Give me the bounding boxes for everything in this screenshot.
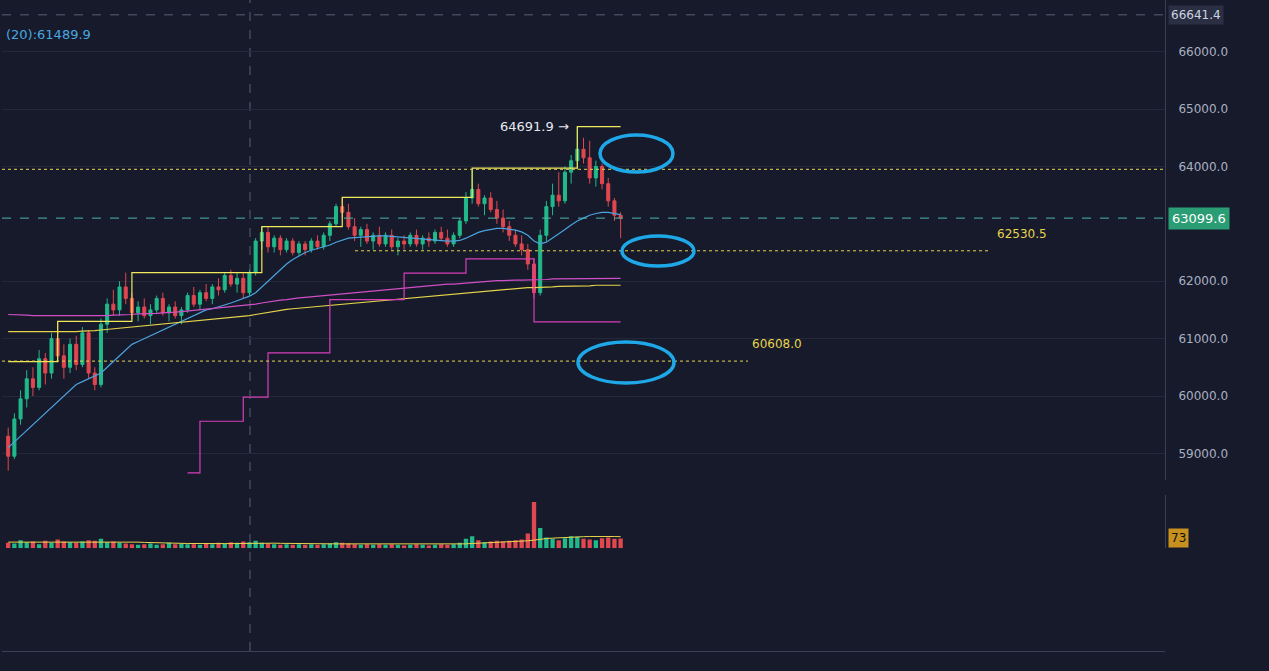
svg-text:63099.6: 63099.6 xyxy=(1172,211,1226,226)
svg-text:59000.0: 59000.0 xyxy=(1178,447,1228,461)
svg-text:65000.0: 65000.0 xyxy=(1178,102,1228,116)
svg-text:60000.0: 60000.0 xyxy=(1178,389,1228,403)
svg-text:62000.0: 62000.0 xyxy=(1178,274,1228,288)
svg-text:60608.0: 60608.0 xyxy=(752,337,802,351)
svg-text:(20):61489.9: (20):61489.9 xyxy=(6,27,91,42)
svg-text:61000.0: 61000.0 xyxy=(1178,332,1228,346)
svg-text:62530.5: 62530.5 xyxy=(997,227,1047,241)
svg-text:64691.9 →: 64691.9 → xyxy=(500,119,569,134)
svg-text:66000.0: 66000.0 xyxy=(1178,45,1228,59)
svg-text:66641.4: 66641.4 xyxy=(1171,8,1221,22)
svg-text:73: 73 xyxy=(1171,531,1186,545)
svg-text:64000.0: 64000.0 xyxy=(1178,160,1228,174)
